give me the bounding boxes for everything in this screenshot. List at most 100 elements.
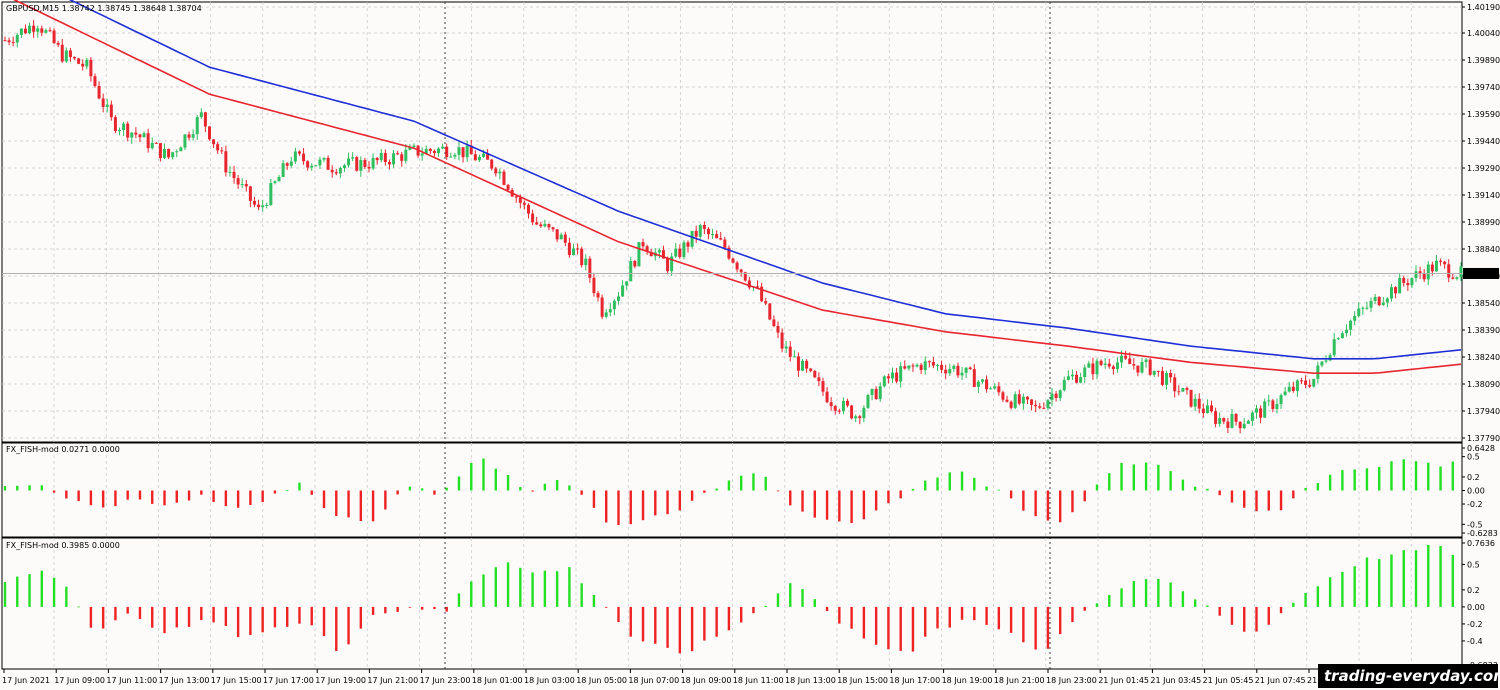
candle-body — [424, 148, 428, 154]
candle-body — [1181, 388, 1185, 392]
candle-body — [302, 153, 306, 162]
candle-body — [146, 133, 150, 149]
candle-body — [1426, 264, 1430, 280]
candle-body — [596, 293, 600, 298]
histogram-bar — [1009, 490, 1013, 499]
candle-body — [1038, 406, 1042, 408]
candle-body — [1034, 404, 1038, 407]
histogram-bar — [212, 606, 215, 623]
candle-body — [32, 25, 36, 32]
candle-body — [1070, 374, 1074, 377]
axis-tick-label: 0.5 — [1467, 453, 1480, 462]
candle-body — [846, 400, 850, 406]
histogram-bar — [114, 490, 117, 507]
candle-body — [514, 196, 518, 198]
candle-body — [1201, 408, 1205, 414]
histogram-bar — [899, 606, 902, 651]
candle-body — [944, 369, 948, 374]
histogram-bar — [384, 606, 387, 614]
candle-body — [1021, 396, 1025, 404]
histogram-bar — [1206, 488, 1209, 491]
histogram-bar — [408, 486, 412, 491]
candle-body — [1169, 373, 1173, 378]
histogram-bar — [77, 490, 80, 502]
histogram-bar — [776, 490, 780, 492]
axis-tick-label: -0.4 — [1467, 637, 1483, 646]
histogram-bar — [1108, 473, 1111, 491]
candle-body — [142, 133, 146, 138]
candle-body — [1050, 393, 1054, 401]
candle-body — [396, 153, 400, 155]
histogram-bar — [286, 606, 289, 627]
candle-body — [183, 134, 187, 148]
candle-body — [1160, 371, 1164, 385]
svg-text:1.38704: 1.38704 — [1466, 269, 1499, 278]
candle-body — [387, 162, 391, 165]
candle-body — [1136, 365, 1140, 373]
histogram-bar — [1034, 490, 1037, 517]
candle-body — [895, 372, 899, 382]
histogram-bar — [175, 490, 178, 503]
histogram-bar — [519, 487, 522, 491]
histogram-bar — [77, 606, 80, 608]
candle-body — [11, 42, 15, 44]
candle-body — [1205, 405, 1209, 414]
histogram-bar — [224, 490, 228, 507]
candle-body — [473, 154, 477, 161]
candle-body — [866, 395, 870, 408]
candle-body — [825, 391, 829, 403]
candle-body — [543, 224, 547, 227]
candle-body — [73, 57, 77, 59]
candle-body — [1385, 298, 1389, 303]
candle-body — [911, 365, 915, 367]
histogram-bar — [1071, 490, 1074, 513]
candle-body — [1165, 373, 1169, 385]
candle-body — [351, 157, 355, 159]
candle-body — [1267, 400, 1271, 402]
fisher-indicator-panel-1[interactable]: FX_FISH-mod 0.0271 0.0000 0.64280.50.20.… — [1, 442, 1498, 538]
candle-body — [1443, 261, 1447, 265]
histogram-bar — [1120, 462, 1123, 491]
candle-body — [1083, 367, 1087, 378]
candle-body — [927, 361, 931, 363]
candle-body — [392, 153, 396, 165]
time-axis-label: 18 Jun 17:00 — [889, 676, 940, 685]
candle-body — [449, 156, 453, 158]
axis-tick-label: 0.6428 — [1467, 444, 1495, 453]
axis-tick-label: 1.37790 — [1467, 434, 1500, 443]
histogram-bar — [617, 490, 620, 526]
histogram-bar — [52, 577, 56, 607]
candle-body — [1042, 407, 1046, 409]
histogram-bar — [973, 477, 976, 491]
candle-body — [1422, 273, 1426, 280]
candle-body — [960, 372, 964, 376]
histogram-bar — [335, 606, 338, 651]
histogram-bar — [482, 574, 485, 607]
candle-body — [980, 379, 984, 382]
candle-body — [731, 258, 735, 263]
candle-body — [948, 368, 952, 374]
candle-body — [997, 386, 1001, 393]
axis-tick-label: 1.39590 — [1467, 110, 1500, 119]
candle-body — [375, 157, 379, 161]
candle-body — [715, 234, 719, 239]
candle-body — [1189, 389, 1193, 407]
histogram-bar — [175, 606, 178, 628]
candle-body — [719, 238, 723, 240]
candle-body — [212, 139, 216, 145]
histogram-bar — [690, 490, 694, 501]
candle-body — [371, 157, 375, 169]
histogram-bar — [936, 477, 939, 491]
candle-body — [1304, 380, 1308, 385]
histogram-bar — [28, 485, 31, 491]
candle-body — [15, 34, 19, 43]
candle-body — [105, 104, 109, 107]
histogram-bar — [1218, 606, 1221, 616]
fisher-indicator-panel-2[interactable]: FX_FISH-mod 0.3985 0.0000 0.7636 0.5 0.2 0.… — [1, 537, 1498, 670]
price-panel[interactable]: GBPUSD,M15 1.38742 1.38745 1.38648 1.387… — [1, 0, 1500, 669]
candle-body — [490, 159, 494, 169]
histogram-bar — [163, 490, 166, 506]
candle-body — [1140, 361, 1144, 373]
histogram-bar — [151, 490, 154, 504]
